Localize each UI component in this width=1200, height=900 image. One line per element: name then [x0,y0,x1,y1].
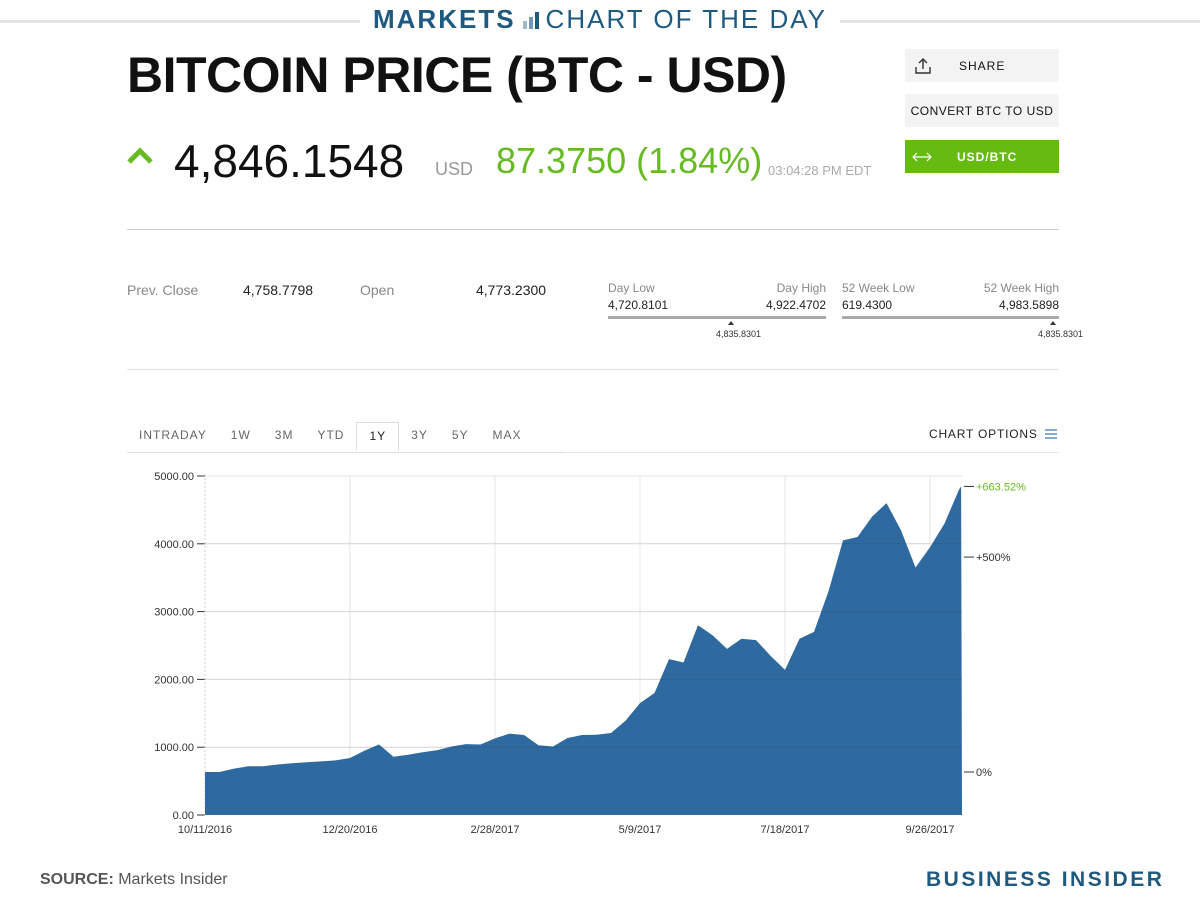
tab-max[interactable]: MAX [492,428,522,442]
quote-time: 03:04:28 PM EDT [768,163,872,178]
right-tick-label: +500% [976,552,1011,564]
share-label: SHARE [959,58,1006,73]
y-tick-label: 2000.00 [154,674,194,686]
y-tick-label: 0.00 [173,810,194,822]
up-arrow-icon [127,147,153,164]
x-tick-label: 2/28/2017 [471,824,520,836]
tab-3y[interactable]: 3Y [411,428,428,442]
week-low-value: 619.4300 [842,298,893,312]
convert-button[interactable]: CONVERT BTC TO USD [905,94,1059,127]
day-high-label: Day High [776,281,826,295]
week-low-label: 52 Week Low [842,281,915,295]
share-button[interactable]: SHARE [905,49,1059,82]
open-label: Open [360,282,395,298]
day-marker-icon [728,321,734,325]
usd-btc-toggle[interactable]: USD/BTC [905,140,1059,173]
divider [127,369,1059,370]
x-tick-label: 5/9/2017 [619,824,662,836]
chart-options-label: CHART OPTIONS [929,427,1038,441]
y-tick-label: 3000.00 [154,607,194,619]
source-note: SOURCE: Markets Insider [40,871,228,889]
day-low-label: Day Low [608,281,655,295]
day-range-bar [608,316,826,319]
bar-chart-icon [522,12,539,29]
banner: MARKETS CHART OF THE DAY [360,4,840,35]
price-area [205,486,962,815]
prev-close-label: Prev. Close [127,282,199,298]
tab-ytd[interactable]: YTD [317,428,345,442]
source-text: Markets Insider [113,871,228,888]
week-high-value: 4,983.5898 [998,298,1059,312]
open-value: 4,773.2300 [476,282,547,298]
swap-arrows-icon [912,152,932,161]
x-tick-label: 9/26/2017 [906,824,955,836]
week-range-bar [842,316,1059,319]
chart-options-button[interactable]: CHART OPTIONS [929,427,1058,441]
share-icon [915,57,931,74]
tab-1w[interactable]: 1W [230,428,251,442]
y-tick-label: 5000.00 [154,471,194,483]
banner-chart-of-day: CHART OF THE DAY [545,4,827,34]
range-tabs: INTRADAY 1W 3M YTD 1Y 3Y 5Y MAX [127,422,564,453]
week-marker-icon [1050,321,1056,325]
toggle-label: USD/BTC [957,149,1018,164]
page-title: BITCOIN PRICE (BTC - USD) [127,47,787,103]
x-tick-label: 12/20/2016 [322,824,377,836]
quote-change: 87.3750 (1.84%) [496,140,763,181]
x-tick-label: 10/11/2016 [178,824,232,836]
tab-1y[interactable]: 1Y [356,422,400,451]
tab-3m[interactable]: 3M [274,428,294,442]
day-high-value: 4,922.4702 [765,298,826,312]
y-tick-label: 4000.00 [154,539,194,551]
quote-currency: USD [435,159,474,179]
day-low-value: 4,720.8101 [608,298,669,312]
menu-icon [1044,429,1057,439]
convert-label: CONVERT BTC TO USD [910,103,1054,118]
week-marker-value: 4,835.8301 [1038,329,1084,339]
week-high-label: 52 Week High [983,281,1059,295]
banner-markets: MARKETS [372,4,516,34]
quote-price: 4,846.1548 [174,135,405,187]
source-label: SOURCE: [40,871,114,888]
tab-5y[interactable]: 5Y [451,428,469,442]
prev-close-value: 4,758.7798 [243,282,314,298]
business-insider-logo: BUSINESS INSIDER [926,868,1165,891]
day-marker-value: 4,835.8301 [716,329,762,339]
tabs-rule [564,452,1059,453]
y-tick-label: 1000.00 [154,742,194,754]
right-tick-label: +663.52% [976,481,1026,493]
tab-intraday[interactable]: INTRADAY [139,428,207,442]
x-tick-label: 7/18/2017 [761,824,810,836]
divider [127,229,1059,230]
right-tick-label: 0% [976,767,992,779]
